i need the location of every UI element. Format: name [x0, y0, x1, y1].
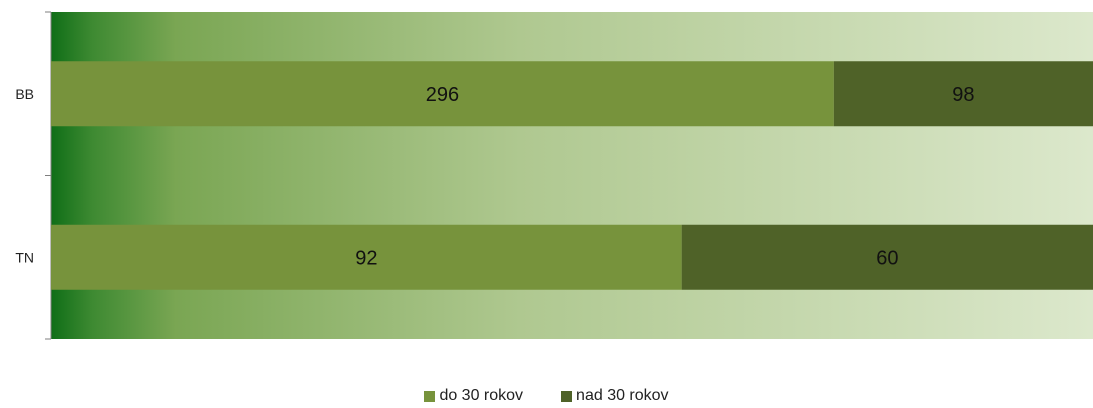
legend-label-do-30-rokov: do 30 rokov — [439, 387, 524, 404]
category-label-tn: TN — [15, 249, 34, 265]
data-label-tn-do-30-rokov: 92 — [355, 247, 377, 269]
legend-item-nad-30-rokov: nad 30 rokov — [561, 387, 669, 405]
legend-item-do-30-rokov: do 30 rokov — [424, 387, 523, 405]
legend: do 30 rokov nad 30 rokov — [0, 386, 1093, 406]
bar-bb-do-30-rokov — [51, 61, 834, 127]
chart-plot: 296 98 92 60 BB TN — [15, 11, 1093, 340]
legend-swatch-nad-30-rokov — [561, 390, 573, 402]
data-label-bb-do-30-rokov: 296 — [426, 84, 459, 106]
bar-tn-nad-30-rokov — [681, 224, 1093, 290]
category-label-bb: BB — [15, 86, 34, 102]
plot-area-background — [51, 12, 1093, 339]
legend-label-nad-30-rokov: nad 30 rokov — [576, 387, 669, 404]
data-label-bb-nad-30-rokov: 98 — [952, 84, 974, 106]
bar-bb-nad-30-rokov — [833, 61, 1093, 127]
data-label-tn-nad-30-rokov: 60 — [876, 247, 898, 269]
legend-swatch-do-30-rokov — [424, 390, 436, 402]
bar-tn-do-30-rokov — [51, 224, 682, 290]
